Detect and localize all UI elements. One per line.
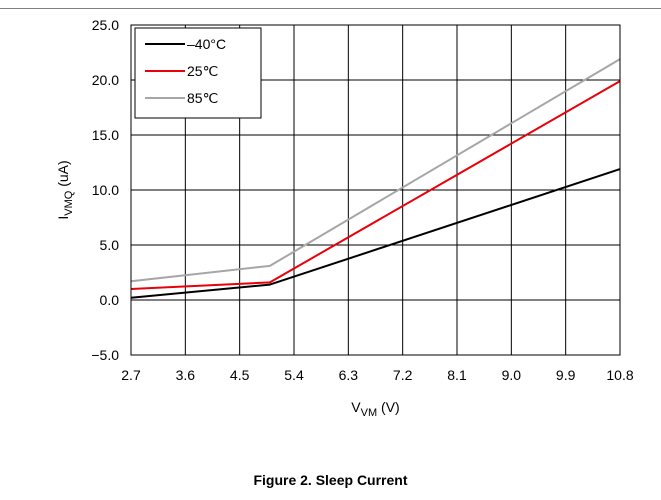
top-rule bbox=[0, 8, 661, 9]
y-tick-label: 20.0 bbox=[92, 72, 119, 88]
legend-label: 25℃ bbox=[187, 63, 218, 79]
x-tick-label: 9.9 bbox=[556, 367, 576, 383]
x-tick-label: 10.8 bbox=[606, 367, 633, 383]
legend-label: 85℃ bbox=[187, 90, 218, 106]
x-tick-label: 9.0 bbox=[502, 367, 522, 383]
x-axis-label-suffix: (V) bbox=[377, 399, 400, 415]
y-axis-label-suffix: (uA) bbox=[55, 160, 71, 190]
sleep-current-chart: 2.7 3.6 4.5 5.4 6.3 7.2 8.1 9.0 9.9 10.8 −5.0 0.0 5.… bbox=[55, 17, 634, 419]
y-axis-label-main: I bbox=[55, 216, 71, 220]
x-tick-label: 3.6 bbox=[176, 367, 196, 383]
y-tick-label: 5.0 bbox=[100, 237, 120, 253]
y-tick-label: 0.0 bbox=[100, 292, 120, 308]
x-axis-label-main: V bbox=[351, 399, 361, 415]
x-axis-label-sub: VM bbox=[361, 407, 378, 419]
x-tick-label: 5.4 bbox=[284, 367, 304, 383]
legend: –40°C 25℃ 85℃ bbox=[134, 27, 262, 119]
x-tick-label: 2.7 bbox=[121, 367, 141, 383]
x-tick-label: 8.1 bbox=[447, 367, 467, 383]
figure-caption: Figure 2. Sleep Current bbox=[253, 472, 408, 488]
plot-frame bbox=[130, 24, 621, 356]
y-tick-label: 10.0 bbox=[92, 182, 119, 198]
x-axis-label: VVM (V) bbox=[351, 399, 399, 419]
x-tick-label: 7.2 bbox=[393, 367, 413, 383]
x-tick-label: 4.5 bbox=[230, 367, 250, 383]
y-tick-label: 15.0 bbox=[92, 127, 119, 143]
series-layer bbox=[130, 58, 621, 299]
series-line bbox=[130, 58, 621, 283]
series-line bbox=[130, 168, 621, 299]
x-tick-label: 6.3 bbox=[339, 367, 359, 383]
tick-labels: 2.7 3.6 4.5 5.4 6.3 7.2 8.1 9.0 9.9 10.8 −5.0 0.0 5.… bbox=[91, 17, 633, 383]
y-axis-label: IVMQ (uA) bbox=[55, 160, 75, 219]
y-tick-label: 25.0 bbox=[92, 17, 119, 33]
y-tick-label: −5.0 bbox=[91, 347, 119, 363]
y-axis-label-sub: VMQ bbox=[63, 190, 75, 216]
legend-label: –40°C bbox=[187, 36, 226, 52]
series-line bbox=[130, 80, 621, 290]
